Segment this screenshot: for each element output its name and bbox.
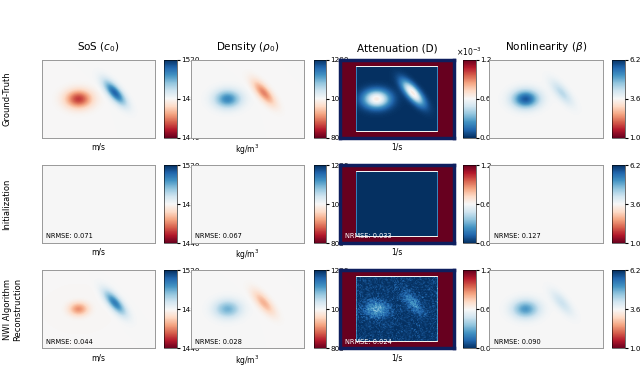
Text: NRMSE: 0.071: NRMSE: 0.071 bbox=[46, 233, 93, 239]
Text: kg/m$^3$: kg/m$^3$ bbox=[236, 248, 260, 262]
Text: NRMSE: 0.127: NRMSE: 0.127 bbox=[494, 233, 541, 239]
Text: NRMSE: 0.033: NRMSE: 0.033 bbox=[345, 233, 391, 239]
Text: NRMSE: 0.090: NRMSE: 0.090 bbox=[494, 339, 541, 344]
Text: $\times 10^{-3}$: $\times 10^{-3}$ bbox=[456, 46, 482, 58]
Text: Attenuation (D): Attenuation (D) bbox=[356, 44, 437, 54]
Text: kg/m$^3$: kg/m$^3$ bbox=[236, 353, 260, 368]
Text: 1/s: 1/s bbox=[391, 353, 403, 362]
Text: m/s: m/s bbox=[92, 248, 106, 257]
Text: NRMSE: 0.028: NRMSE: 0.028 bbox=[195, 339, 243, 344]
Text: Initialization: Initialization bbox=[3, 178, 12, 230]
Text: Density ($\rho_0$): Density ($\rho_0$) bbox=[216, 40, 279, 54]
Text: kg/m$^3$: kg/m$^3$ bbox=[236, 142, 260, 157]
Text: NWI Algorithm
Reconstruction: NWI Algorithm Reconstruction bbox=[3, 278, 22, 341]
Text: Ground-Truth: Ground-Truth bbox=[3, 71, 12, 126]
Text: NRMSE: 0.024: NRMSE: 0.024 bbox=[345, 339, 392, 344]
Text: m/s: m/s bbox=[92, 142, 106, 151]
Text: m/s: m/s bbox=[92, 353, 106, 362]
Text: NRMSE: 0.067: NRMSE: 0.067 bbox=[195, 233, 243, 239]
Text: 1/s: 1/s bbox=[391, 142, 403, 151]
Text: SoS ($c_0$): SoS ($c_0$) bbox=[77, 40, 120, 54]
Text: NRMSE: 0.044: NRMSE: 0.044 bbox=[46, 339, 93, 344]
Text: 1/s: 1/s bbox=[391, 248, 403, 257]
Text: Nonlinearity ($\beta$): Nonlinearity ($\beta$) bbox=[505, 40, 588, 54]
